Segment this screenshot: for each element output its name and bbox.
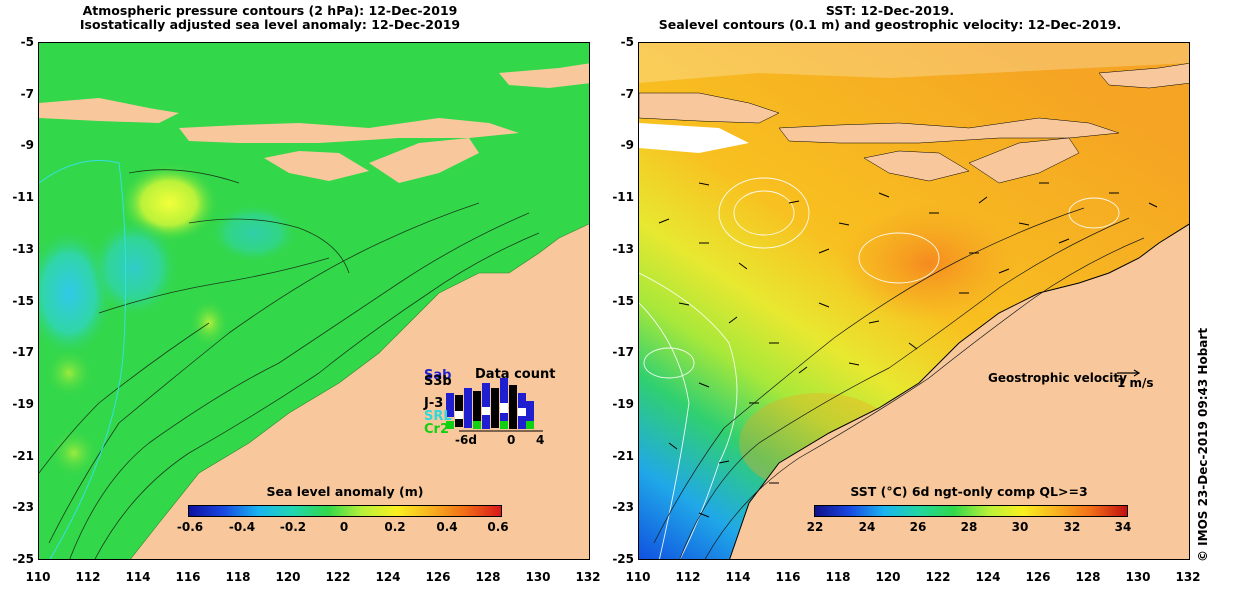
right-lat-tick: -19: [612, 397, 634, 411]
left-map-title-line2: Isostatically adjusted sea level anomaly…: [79, 17, 461, 32]
left-lon-tick: 118: [225, 570, 251, 584]
sea-level-anomaly-field: [39, 43, 589, 559]
velocity-legend-label: Geostrophic velocity: [988, 371, 1127, 385]
left-lon-tick: 126: [425, 570, 451, 584]
right-lat-tick: -25: [612, 552, 634, 566]
left-lat-tick: -13: [12, 242, 34, 256]
right-map-title-line1: SST: 12-Dec-2019.: [825, 3, 955, 18]
left-lon-tick: 120: [275, 570, 301, 584]
right-lon-tick: 124: [975, 570, 1001, 584]
sst-colorbar: [814, 505, 1128, 517]
velocity-legend-scale: 1 m/s: [1117, 376, 1154, 390]
left-lat-tick: -23: [12, 500, 34, 514]
left-lat-tick: -9: [20, 138, 34, 152]
sea-level-tick: 0.6: [487, 520, 509, 534]
right-lon-tick: 128: [1075, 570, 1101, 584]
sat-label-j3: J-3: [424, 396, 444, 411]
left-lat-tick: -7: [20, 87, 34, 101]
right-lon-tick: 118: [825, 570, 851, 584]
sat-label-cr2: Cr2: [424, 422, 449, 437]
sst-tick: 24: [858, 520, 876, 534]
right-lon-tick: 116: [775, 570, 801, 584]
sea-level-colorbar: [188, 505, 502, 517]
left-lon-tick: 116: [175, 570, 201, 584]
sea-level-tick: 0.2: [384, 520, 406, 534]
right-lon-tick: 122: [925, 570, 951, 584]
data-count-xtick-last: 4: [536, 433, 545, 447]
right-lon-tick: 110: [625, 570, 651, 584]
sat-label-s3b: S3b: [424, 374, 452, 389]
left-lon-tick: 132: [575, 570, 601, 584]
left-map-title-line1: Atmospheric pressure contours (2 hPa): 1…: [82, 3, 458, 18]
sst-tick: 28: [960, 520, 978, 534]
right-lat-tick: -15: [612, 294, 634, 308]
sea-level-colorbar-title: Sea level anomaly (m): [266, 484, 424, 499]
sst-field: [639, 43, 1189, 559]
right-lat-tick: -21: [612, 449, 634, 463]
right-lon-tick: 132: [1175, 570, 1201, 584]
sea-level-tick: -0.6: [176, 520, 204, 534]
sea-level-tick: -0.2: [279, 520, 307, 534]
sst-tick: 30: [1011, 520, 1029, 534]
right-lon-tick: 126: [1025, 570, 1051, 584]
left-lat-tick: -17: [12, 345, 34, 359]
sst-map[interactable]: [638, 42, 1190, 560]
left-lon-tick: 114: [125, 570, 151, 584]
left-lat-tick: -15: [12, 294, 34, 308]
velocity-arrow-field: [658, 182, 1158, 518]
right-lon-tick: 114: [725, 570, 751, 584]
left-lat-tick: -21: [12, 449, 34, 463]
right-lat-tick: -13: [612, 242, 634, 256]
right-map-title-line2: Sealevel contours (0.1 m) and geostrophi…: [658, 17, 1122, 32]
sat-label-srl: SRL: [424, 409, 452, 424]
sea-level-anomaly-map[interactable]: [38, 42, 590, 560]
left-lon-tick: 110: [25, 570, 51, 584]
right-lat-tick: -5: [620, 35, 634, 49]
right-lat-tick: -9: [620, 138, 634, 152]
sea-level-tick: 0.4: [436, 520, 458, 534]
data-count-title: Data count: [475, 367, 556, 382]
data-count-xtick-first: -6d: [455, 433, 477, 447]
right-lon-tick: 130: [1125, 570, 1151, 584]
sst-tick: 32: [1063, 520, 1081, 534]
right-lat-tick: -23: [612, 500, 634, 514]
left-lon-tick: 124: [375, 570, 401, 584]
right-lon-tick: 112: [675, 570, 701, 584]
left-lon-tick: 112: [75, 570, 101, 584]
sea-level-tick: 0: [339, 520, 349, 534]
data-count-histogram: [446, 378, 543, 432]
left-lat-tick: -5: [20, 35, 34, 49]
data-count-xtick-zero: 0: [507, 433, 516, 447]
sat-label-sab: Sab: [424, 368, 452, 383]
left-lat-tick: -25: [12, 552, 34, 566]
right-lat-tick: -17: [612, 345, 634, 359]
sst-colorbar-title: SST (°C) 6d ngt-only comp QL>=3: [850, 484, 1088, 499]
left-lat-tick: -19: [12, 397, 34, 411]
right-lat-tick: -11: [612, 190, 634, 204]
left-lon-tick: 130: [525, 570, 551, 584]
sst-tick: 26: [909, 520, 927, 534]
sea-level-tick: -0.4: [228, 520, 256, 534]
left-lon-tick: 128: [475, 570, 501, 584]
right-lat-tick: -7: [620, 87, 634, 101]
sst-tick: 34: [1114, 520, 1132, 534]
right-lon-tick: 120: [875, 570, 901, 584]
sst-tick: 22: [806, 520, 824, 534]
left-lat-tick: -11: [12, 190, 34, 204]
left-lon-tick: 122: [325, 570, 351, 584]
imos-credit: © IMOS 23-Dec-2019 09:43 Hobart: [1196, 327, 1210, 562]
